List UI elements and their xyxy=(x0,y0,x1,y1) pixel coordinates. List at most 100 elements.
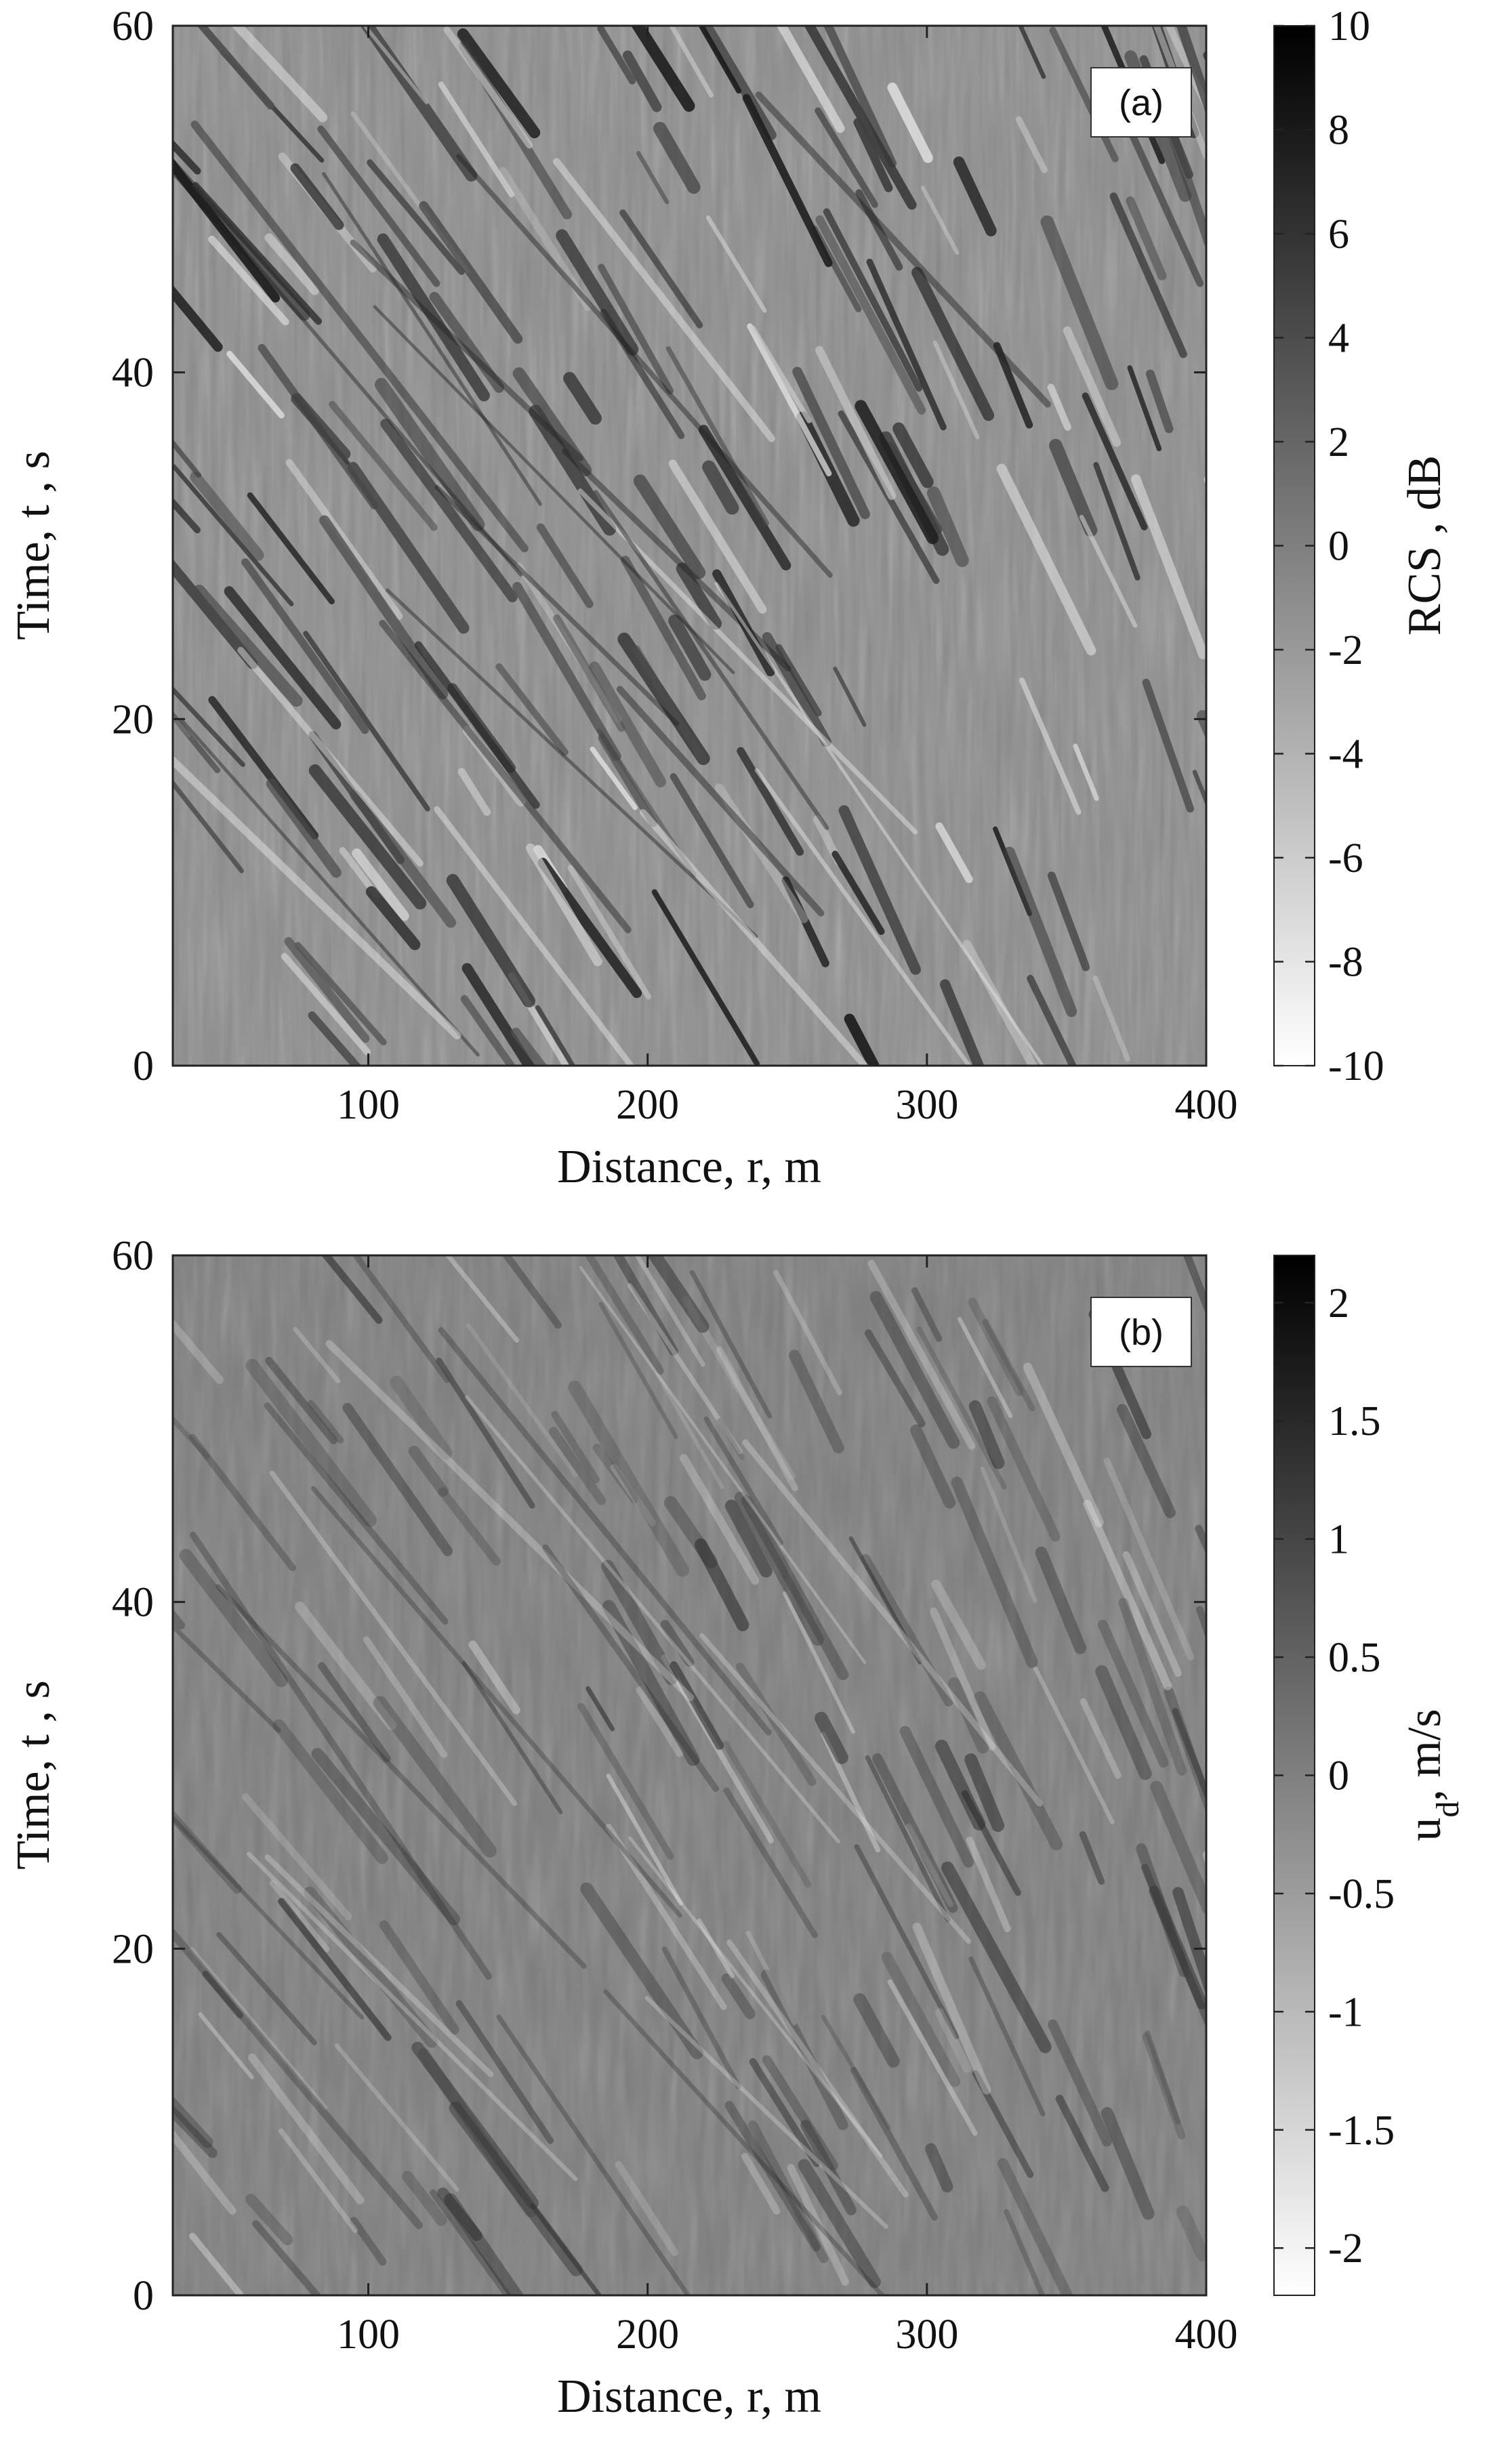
heatmap-streak xyxy=(402,2171,447,2226)
panel-tag-a: (a) xyxy=(1090,67,1192,138)
heatmap-streak xyxy=(577,1703,674,1860)
y-axis-b: 0 20 40 60 xyxy=(112,1233,1206,2319)
heatmap-streak xyxy=(245,2194,293,2246)
heatmap-streak xyxy=(651,889,760,1066)
heatmap-streak xyxy=(198,2012,254,2080)
heatmap-streak xyxy=(821,2015,891,2130)
heatmap-streak xyxy=(939,979,985,1066)
heatmap-streak xyxy=(9,634,106,753)
heatmap-streak xyxy=(724,2100,821,2252)
heatmap-crest xyxy=(379,619,632,934)
heatmap-streak xyxy=(1033,1666,1115,1824)
colorbar-tick-label-a-1: 8 xyxy=(1328,108,1349,154)
heatmap-streak xyxy=(1048,2019,1112,2147)
heatmap-streak xyxy=(705,215,767,313)
x-tick-label-b-3: 400 xyxy=(1175,2312,1238,2358)
heatmap-streak xyxy=(670,1661,724,1750)
heatmap-streak xyxy=(602,1600,700,1766)
heatmap-streak xyxy=(866,258,947,431)
heatmap-streak xyxy=(1150,1780,1206,1915)
heatmap-streak xyxy=(226,350,285,419)
panel-tag-b-text: (b) xyxy=(1119,1312,1164,1353)
heatmap-streak xyxy=(365,886,421,951)
heatmap-streak xyxy=(0,58,49,207)
heatmap-streak xyxy=(1126,126,1204,287)
heatmap-streak xyxy=(1220,1396,1281,1539)
heatmap-streak xyxy=(252,2220,322,2295)
x-axis-label-b: Distance, r, m xyxy=(557,2371,821,2423)
colorbar-tick-label-b-1: 1.5 xyxy=(1328,1398,1381,1444)
heatmap-streak xyxy=(241,558,369,734)
heatmap-streak xyxy=(800,2119,857,2215)
heatmap-streak xyxy=(1142,2032,1186,2139)
heatmap-streak xyxy=(501,1255,562,1329)
heatmap-streak xyxy=(1217,706,1251,806)
heatmap-streak xyxy=(931,1579,986,1670)
heatmap-crest xyxy=(754,768,972,1066)
heatmap-streak xyxy=(0,316,37,423)
heatmap-streak xyxy=(1233,873,1254,932)
heatmap-streak xyxy=(1018,26,1046,79)
heatmap-crest xyxy=(714,582,1045,1066)
heatmap-crest xyxy=(616,686,825,917)
heatmap-streak xyxy=(1073,743,1099,801)
heatmap-streak xyxy=(724,1499,773,1578)
plot-frame-a xyxy=(171,24,1208,1067)
heatmap-streak xyxy=(605,1823,727,2010)
heatmap-streak xyxy=(721,1973,756,2020)
heatmap-crest xyxy=(350,239,583,461)
heatmap-streak xyxy=(1015,116,1048,173)
y-tick-label-b-1: 20 xyxy=(112,1926,154,1972)
heatmap-streak xyxy=(290,163,344,230)
heatmap-streak xyxy=(742,93,833,268)
heatmap-crest xyxy=(173,1814,365,2020)
heatmap-streak xyxy=(723,1787,818,1938)
heatmap-streak xyxy=(1103,1457,1195,1661)
heatmap-streak xyxy=(0,1442,37,1551)
heatmap-streak xyxy=(173,497,201,534)
heatmap-crest xyxy=(542,1544,720,1793)
heatmap-streak xyxy=(1176,2205,1206,2261)
heatmap-streak xyxy=(294,1602,396,1730)
heatmap-crest xyxy=(322,171,542,506)
y-tick-label-a-0: 0 xyxy=(133,1043,154,1089)
heatmap-streak xyxy=(815,215,926,415)
x-tick-label-b-0: 100 xyxy=(337,2312,400,2358)
heatmap-streak xyxy=(861,1553,953,1707)
heatmap-streak xyxy=(1149,1885,1206,2009)
heatmap-streak xyxy=(716,1346,798,1492)
heatmap-streak xyxy=(350,2217,387,2266)
colorbar-tick-label-a-9: -8 xyxy=(1328,940,1363,986)
heatmap-crest xyxy=(603,1989,886,2295)
heatmap-streak xyxy=(601,1560,678,1686)
heatmap-crest xyxy=(189,1531,493,1980)
heatmap-streak xyxy=(580,1882,704,2060)
heatmap-streak xyxy=(974,1691,1063,1851)
heatmap-streak xyxy=(110,2060,150,2105)
heatmap-streak xyxy=(173,686,245,768)
colorbar-tick-label-a-6: -2 xyxy=(1328,627,1363,673)
heatmap-streak xyxy=(694,1538,749,1631)
heatmap-streak xyxy=(636,1686,684,1757)
heatmap-streak xyxy=(430,2189,512,2295)
heatmap-streak xyxy=(760,1969,848,2131)
heatmap-streak xyxy=(466,1322,578,1478)
heatmap-streak xyxy=(445,1255,520,1343)
heatmap-streak xyxy=(457,768,491,816)
heatmap-streak xyxy=(173,2105,218,2158)
heatmap-streak xyxy=(775,644,822,717)
heatmap-streak xyxy=(379,1920,459,2035)
heatmap-streak xyxy=(377,233,490,402)
heatmap-streak xyxy=(668,459,767,614)
heatmap-crest xyxy=(373,305,735,675)
heatmap-streak xyxy=(853,118,893,192)
heatmap-streak xyxy=(968,1400,1005,1469)
heatmap-streak xyxy=(285,459,403,620)
heatmap-streak xyxy=(279,2128,358,2233)
heatmap-streak xyxy=(661,1946,741,2089)
heatmap-streak xyxy=(714,783,808,923)
heatmap-streak xyxy=(663,1496,718,1568)
heatmap-streak xyxy=(590,746,638,810)
heatmap-streak xyxy=(634,1255,705,1367)
heatmap-crest xyxy=(699,1633,972,1944)
